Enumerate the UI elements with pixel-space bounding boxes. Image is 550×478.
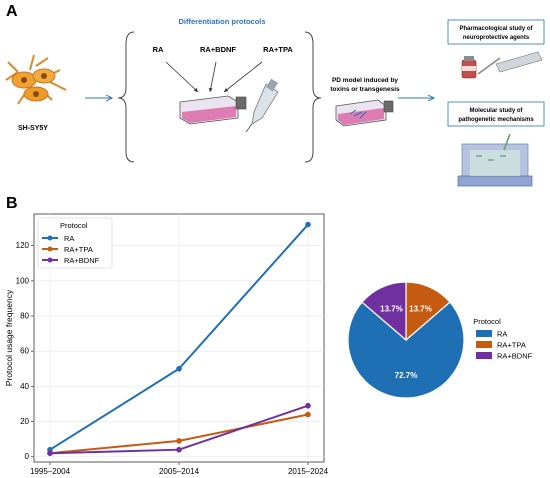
y-tick-label: 120 [16,241,30,250]
pd-flask-icon [335,99,394,127]
line-chart-legend: Protocol RA RA+TPA RA+BDNF [37,217,113,269]
drug-vial-icon [461,51,543,79]
pharma-study-line-2: neuroprotective agents [463,35,530,41]
y-tick-label: 20 [20,417,29,426]
pd-model-line-2: toxins or transgenesis [330,86,400,93]
arrow-ra-bdnf [208,61,217,93]
neuron-cells-icon [5,54,67,105]
y-tick-label: 60 [20,347,29,356]
data-point [305,221,311,228]
cell-line-label: SH-SY5Y [18,125,48,132]
data-point [176,446,182,453]
data-point [47,450,53,457]
data-point [305,402,311,409]
x-tick-label: 1995–2004 [30,467,71,476]
pie-legend-swatch [476,352,492,359]
line-legend-box [37,217,113,269]
gel-tank-icon [457,133,533,187]
y-axis-label: Protocol usage frequency [4,289,14,386]
right-brace [304,31,322,163]
legend-marker [47,246,53,252]
protocols-title: Differentiation protocols [178,17,265,26]
pie-legend-swatch [476,341,492,348]
pie-legend-swatch [476,330,492,337]
pie-slice-label: 13.7% [409,304,432,313]
pie-slice-label: 72.7% [395,371,418,380]
legend-label: RA+BDNF [64,256,100,265]
pipette-icon [245,78,279,133]
pie-chart-legend: Protocol RA RA+TPA RA+BDNF [473,317,532,361]
x-tick-label: 2015–2024 [288,467,329,476]
y-tick-label: 100 [16,276,30,285]
arrow-ra [165,61,199,93]
y-tick-label: 40 [20,382,29,391]
data-point [176,438,182,444]
protocol-label-ra-bdnf: RA+BDNF [200,45,236,54]
protocol-label-ra-tpa: RA+TPA [263,45,293,54]
legend-label: RA [64,234,74,243]
pie-legend-title: Protocol [473,317,501,326]
molecular-study-line-2: pathogenetic mechanisms [458,117,534,123]
molecular-study-line-1: Molecular study of [469,108,523,114]
protocol-label-ra: RA [153,45,164,54]
pie-legend-label: RA+TPA [497,341,526,350]
data-point [305,411,311,418]
arrow-ra-tpa [223,61,263,93]
molecular-study-box [447,101,545,127]
left-brace [117,31,135,163]
pie-legend-label: RA [497,330,507,339]
line-chart: 0 20 40 60 80 100 120 1995–2004 2005–2014 2015–2… [4,213,329,476]
y-tick-label: 80 [20,312,29,321]
pd-model-line-1: PD model induced by [332,77,398,84]
y-tick-label: 0 [25,452,30,461]
pie-slice-ra [347,301,465,399]
pie-chart: 13.7% 72.7% 13.7% Protocol RA RA+TPA RA+BDNF [347,281,533,399]
pharma-study-box [447,19,545,45]
culture-flask-icon [179,95,247,125]
data-point [176,365,182,372]
pharma-study-line-1: Pharmacological study of [459,26,533,32]
pie-legend-label: RA+BDNF [497,352,533,361]
legend-marker [47,235,53,241]
panel-a-label: A [6,3,18,20]
panel-b-label: B [6,195,18,212]
pie-slice-ra-bdnf [361,281,407,342]
pie-slice-label: 13.7% [380,304,403,313]
x-tick-label: 2005–2014 [159,467,200,476]
line-legend-title: Protocol [60,221,88,230]
legend-label: RA+TPA [64,245,93,254]
legend-marker [47,257,53,263]
